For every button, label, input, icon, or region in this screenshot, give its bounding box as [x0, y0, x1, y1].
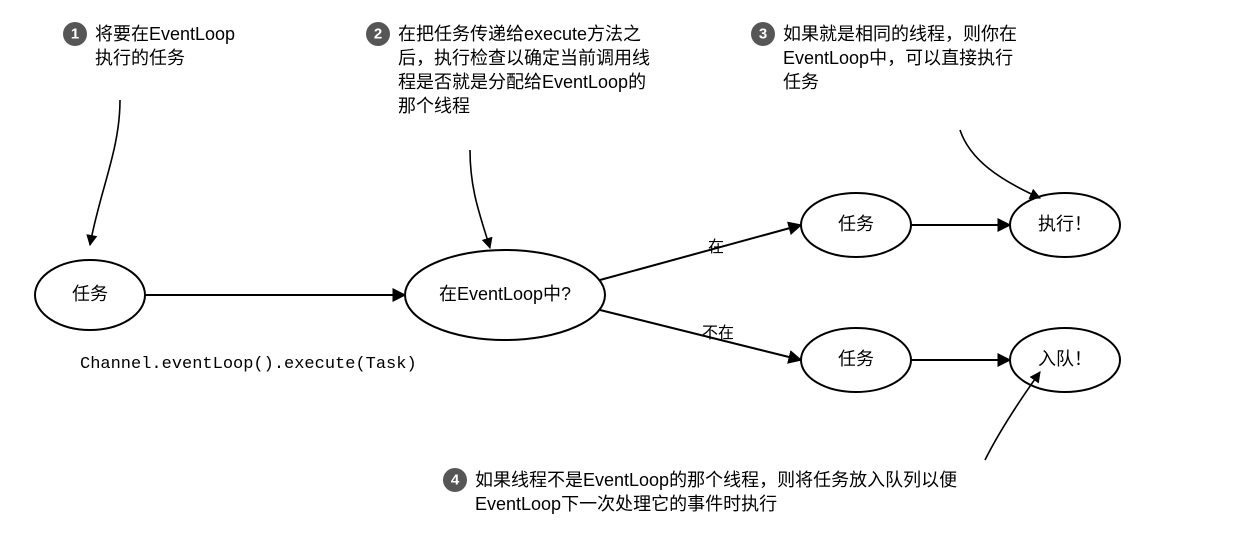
callout-1: 1 将要在EventLoop 执行的任务	[63, 22, 235, 68]
node-decide-label: 在EventLoop中?	[439, 284, 571, 304]
callout-3: 3 如果就是相同的线程，则你在 EventLoop中，可以直接执行 任务	[751, 22, 1017, 92]
edge-label-no: 不在	[702, 324, 734, 342]
callout-3-line-0: 如果就是相同的线程，则你在	[783, 24, 1017, 44]
callout-2-line-2: 程是否就是分配给EventLoop的	[398, 72, 646, 92]
edge-line	[600, 310, 801, 360]
callout-1-line-0: 将要在EventLoop	[95, 24, 235, 44]
callout-2-line-3: 那个线程	[398, 96, 470, 116]
callout-2-line-0: 在把任务传递给execute方法之	[398, 24, 641, 44]
callout-4-line-1: EventLoop下一次处理它的事件时执行	[475, 494, 777, 514]
callout-2-line-1: 后，执行检查以确定当前调用线	[398, 48, 650, 68]
edge-label-yes: 在	[708, 238, 724, 256]
node-enqueue: 入队！	[1010, 328, 1120, 392]
callout-3-line-1: EventLoop中，可以直接执行	[783, 48, 1013, 68]
callout-1-arrow	[90, 100, 120, 245]
callout-4: 4 如果线程不是EventLoop的那个线程，则将任务放入队列以便 EventL…	[443, 468, 957, 514]
node-task: 任务	[35, 260, 145, 330]
node-task-label: 任务	[72, 284, 108, 304]
callout-2-num: 2	[374, 26, 382, 43]
node-task-no-label: 任务	[838, 349, 874, 369]
callout-3-arrow	[960, 130, 1040, 198]
edge-line	[600, 225, 801, 280]
callout-2-arrow	[470, 150, 490, 248]
callout-2: 2 在把任务传递给execute方法之 后，执行检查以确定当前调用线 程是否就是…	[366, 22, 650, 116]
callout-3-num: 3	[759, 26, 767, 43]
node-exec: 执行！	[1010, 193, 1120, 257]
edge-decide-yes: 在	[600, 225, 801, 280]
callout-4-num: 4	[451, 472, 460, 489]
callout-1-line-1: 执行的任务	[95, 48, 185, 68]
node-decide: 在EventLoop中?	[405, 250, 605, 340]
callout-1-num: 1	[71, 26, 79, 43]
node-task-yes-label: 任务	[838, 214, 874, 234]
node-enqueue-label: 入队！	[1038, 349, 1092, 369]
node-task-no: 任务	[801, 328, 911, 392]
code-label: Channel.eventLoop().execute(Task)	[80, 355, 417, 374]
callout-4-line-0: 如果线程不是EventLoop的那个线程，则将任务放入队列以便	[475, 470, 957, 490]
node-exec-label: 执行！	[1038, 214, 1092, 234]
callout-3-line-2: 任务	[783, 72, 819, 92]
node-task-yes: 任务	[801, 193, 911, 257]
edge-decide-no: 不在	[600, 310, 801, 360]
